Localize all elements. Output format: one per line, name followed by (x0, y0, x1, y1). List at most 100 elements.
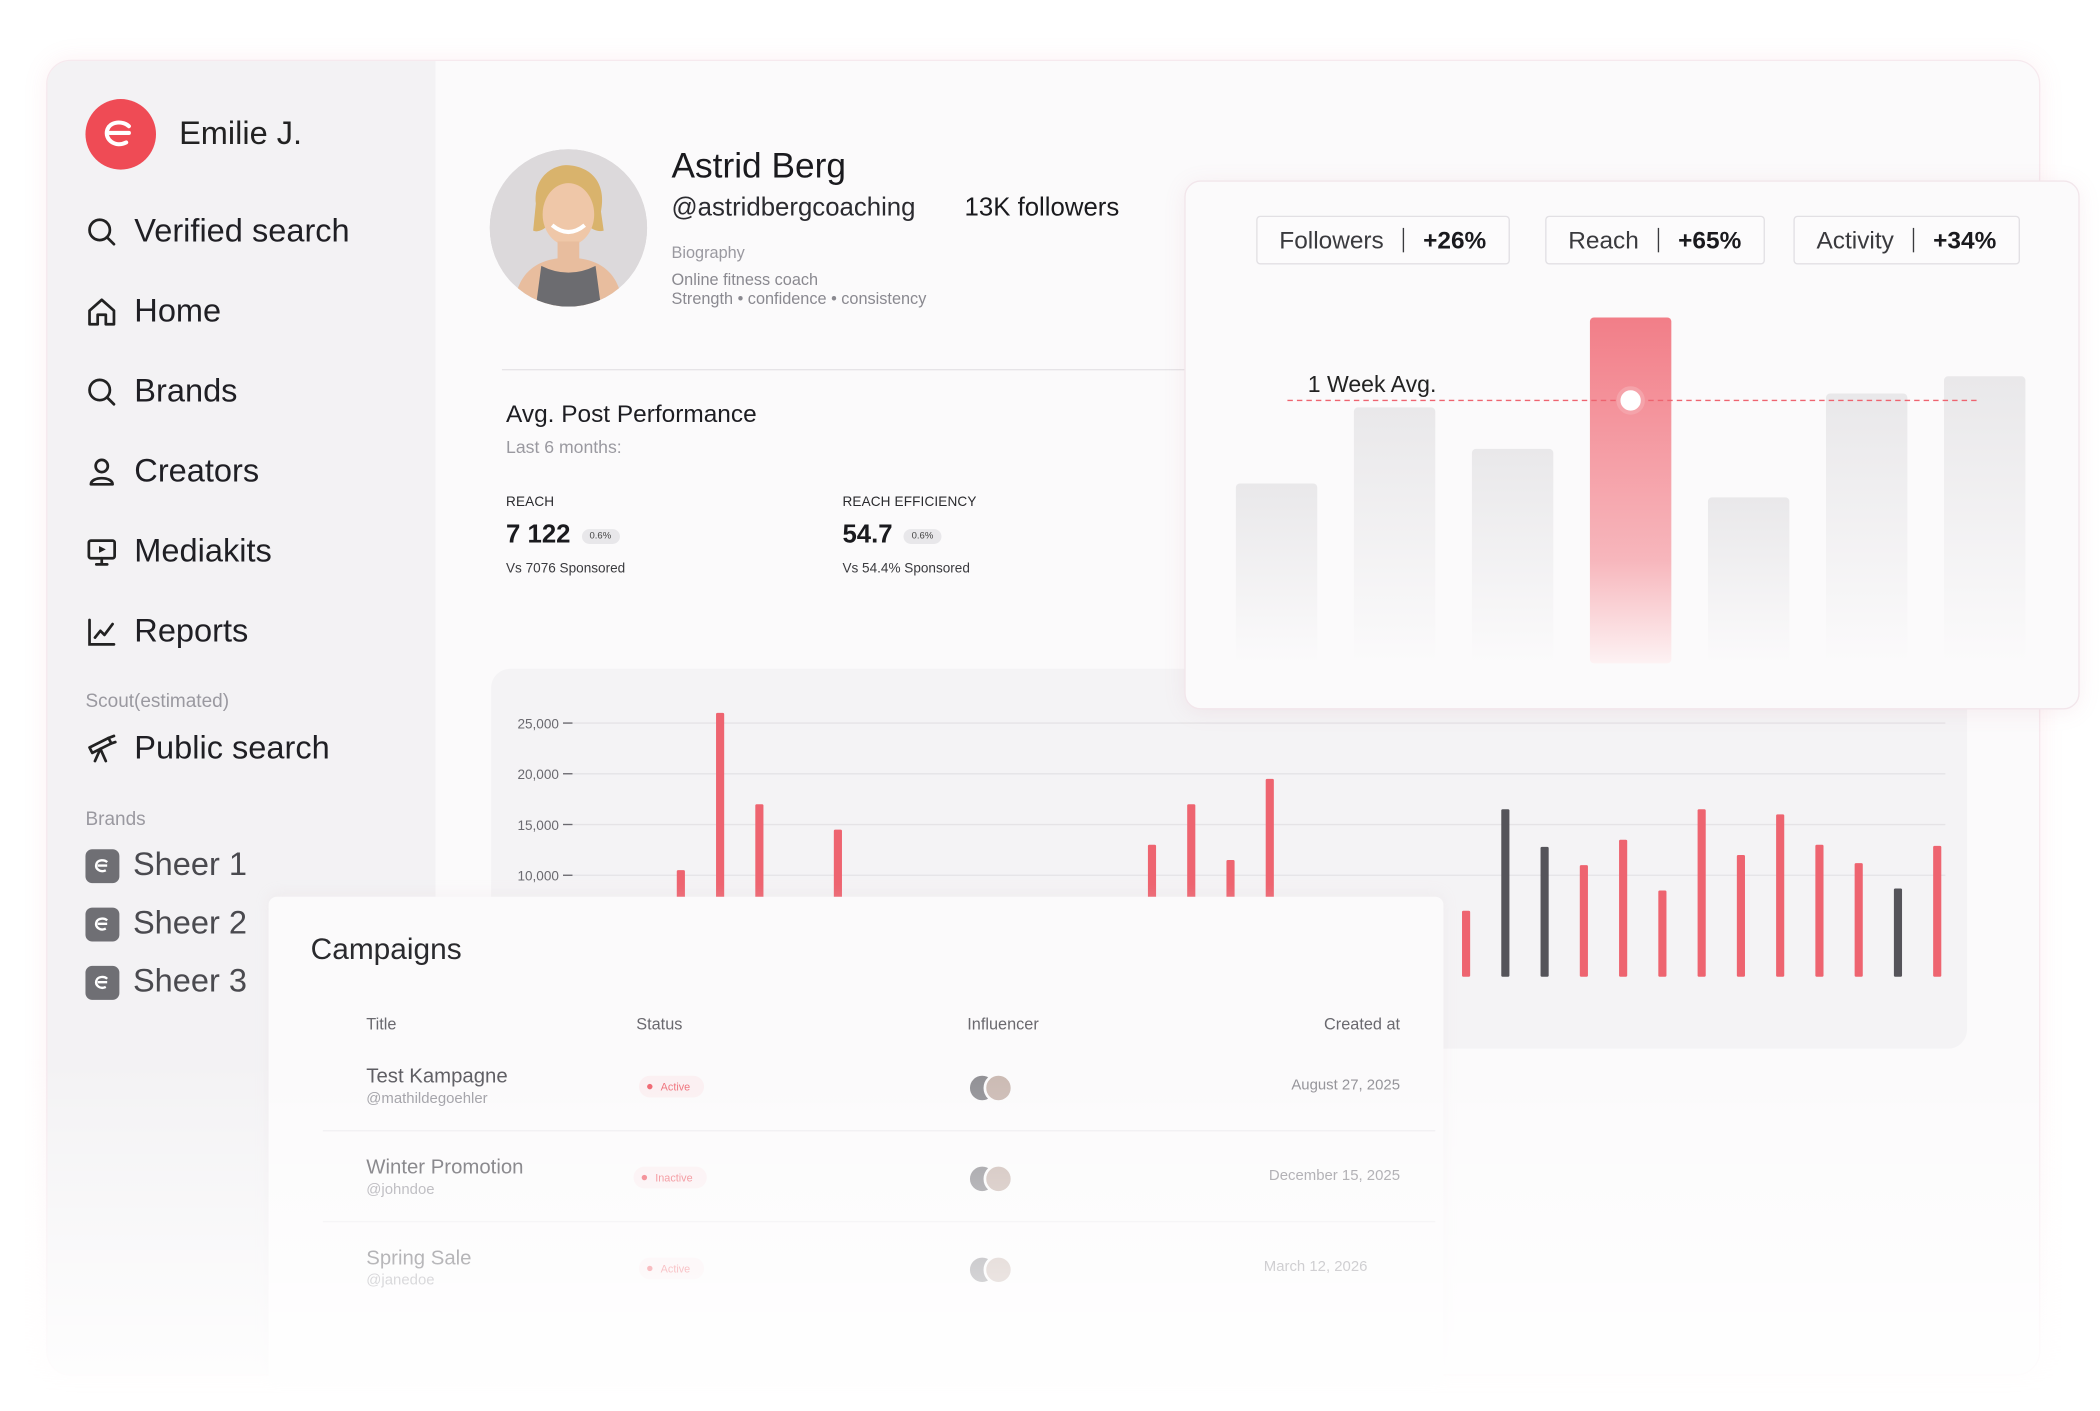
nav-item-verified-search[interactable]: Verified search (85, 209, 350, 255)
stat-pill-activity[interactable]: Activity +34% (1793, 215, 2020, 265)
stat-pill-followers[interactable]: Followers +26% (1256, 215, 1510, 265)
nav-item-label: Creators (134, 453, 260, 490)
nav-item-creators[interactable]: Creators (85, 449, 259, 495)
y-tick-label: 20,000 (517, 767, 558, 782)
influencer-avatars (967, 1163, 1021, 1197)
metric-reach: REACH 7 122 0.6% Vs 7076 Sponsored (506, 495, 625, 576)
status-dot (641, 1174, 648, 1181)
influencer-avatars (967, 1073, 1021, 1106)
nav-item-reports[interactable]: Reports (85, 609, 248, 655)
brand-item-label: Sheer 2 (132, 904, 247, 942)
week-bar (1471, 448, 1554, 664)
campaign-name: Test Kampagne (366, 1064, 508, 1088)
y-tick-label: 15,000 (517, 818, 558, 833)
chart-bar (1579, 865, 1588, 977)
telescope-icon (85, 733, 118, 766)
brand-logo-icon (85, 848, 120, 883)
column-header-title[interactable]: Title (366, 1014, 397, 1034)
metric-label: REACH EFFICIENCY (842, 495, 977, 511)
brand-item-sheer-3[interactable]: Sheer 3 (85, 962, 247, 1003)
week-bar (1707, 497, 1790, 664)
biography-label: Biography (671, 242, 745, 262)
user-name[interactable]: Emilie J. (179, 115, 303, 152)
stat-separator (1657, 227, 1660, 253)
chart-bar (1776, 814, 1785, 977)
presentation-icon (85, 536, 118, 569)
metric-label: REACH (506, 495, 555, 511)
home-icon (85, 296, 118, 329)
divider (501, 368, 1208, 371)
creator-followers: 13K followers (964, 193, 1120, 223)
performance-title: Avg. Post Performance (506, 400, 757, 428)
brand-item-label: Sheer 1 (132, 846, 247, 884)
campaign-handle: @janedoe (366, 1272, 435, 1289)
stat-separator (1402, 227, 1405, 253)
row-divider (322, 1130, 1436, 1132)
campaigns-panel: Campaigns Title Status Influencer Create… (268, 896, 1444, 1386)
week-bar (1235, 483, 1318, 664)
biography-line: Online fitness coach (671, 269, 819, 289)
campaign-handle: @mathildegoehler (366, 1090, 488, 1107)
line-chart-icon (85, 616, 118, 649)
table-row[interactable]: Spring Sale @janedoe Active March 12, 20… (323, 1247, 1408, 1337)
chart-bar (1501, 809, 1510, 977)
metric-value: 7 122 (506, 520, 571, 550)
table-row[interactable]: Winter Promotion @johndoe Inactive Decem… (323, 1156, 1408, 1246)
metric-compare: Vs 54.4% Sponsored (842, 561, 970, 577)
stat-separator (1912, 227, 1915, 253)
column-header-created[interactable]: Created at (1324, 1014, 1401, 1034)
stat-pill-reach[interactable]: Reach +65% (1545, 215, 1765, 265)
week-bar (1825, 393, 1908, 664)
week-bar (1944, 376, 2026, 664)
status-badge: Active (638, 1257, 704, 1280)
brand-logo-icon (85, 906, 120, 941)
status-badge: Active (638, 1075, 704, 1098)
stat-value: +65% (1678, 225, 1742, 254)
chart-bar (1619, 839, 1628, 977)
nav-item-public-search[interactable]: Public search (85, 726, 330, 772)
nav-item-home[interactable]: Home (85, 289, 221, 335)
status-badge: Inactive (633, 1166, 707, 1189)
nav-item-label: Verified search (134, 212, 350, 250)
creator-name: Astrid Berg (671, 145, 846, 186)
avatar (983, 1073, 1014, 1103)
brand-item-sheer-1[interactable]: Sheer 1 (85, 845, 247, 886)
user-icon (85, 456, 118, 489)
nav-item-label: Mediakits (134, 533, 272, 570)
chart-bar (1933, 845, 1942, 977)
avatar (983, 1254, 1014, 1285)
stat-label: Activity (1816, 225, 1894, 254)
stat-value: +26% (1423, 225, 1487, 254)
nav-item-label: Home (134, 293, 222, 330)
brand-logo-icon (85, 965, 120, 1000)
chart-bar (1462, 910, 1471, 977)
nav-item-mediakits[interactable]: Mediakits (85, 529, 272, 575)
column-header-status[interactable]: Status (636, 1014, 683, 1034)
nav-item-brands[interactable]: Brands (85, 369, 237, 415)
stat-label: Reach (1568, 225, 1639, 254)
metric-value: 54.7 (842, 520, 893, 550)
nav-item-label: Reports (134, 613, 249, 650)
scout-section-label: Scout(estimated) (85, 689, 230, 711)
brands-section-label: Brands (85, 807, 146, 829)
avatar (983, 1163, 1014, 1194)
status-dot (647, 1265, 653, 1272)
brand-logo[interactable] (85, 99, 157, 170)
y-tick-label: 10,000 (517, 869, 558, 884)
metric-compare: Vs 7076 Sponsored (506, 561, 626, 577)
campaign-handle: @johndoe (366, 1181, 435, 1198)
search-icon (85, 216, 118, 249)
creator-handle[interactable]: @astridbergcoaching (671, 193, 916, 223)
campaign-name: Spring Sale (366, 1246, 472, 1270)
status-text: Active (660, 1262, 691, 1275)
chart-bar (1736, 854, 1745, 977)
table-row[interactable]: Test Kampagne @mathildegoehler Active Au… (323, 1065, 1408, 1155)
brand-item-sheer-2[interactable]: Sheer 2 (85, 903, 247, 944)
stat-value: +34% (1933, 225, 1997, 254)
growth-stats-card: Followers +26% Reach +65% Activity +34% (1184, 180, 2080, 710)
metric-reach-efficiency: REACH EFFICIENCY 54.7 0.6% Vs 54.4% Spon… (842, 495, 976, 576)
column-header-influencer[interactable]: Influencer (967, 1014, 1039, 1034)
metric-badge: 0.6% (903, 528, 942, 544)
status-dot (647, 1083, 653, 1090)
week-bar-highlight (1589, 317, 1672, 664)
